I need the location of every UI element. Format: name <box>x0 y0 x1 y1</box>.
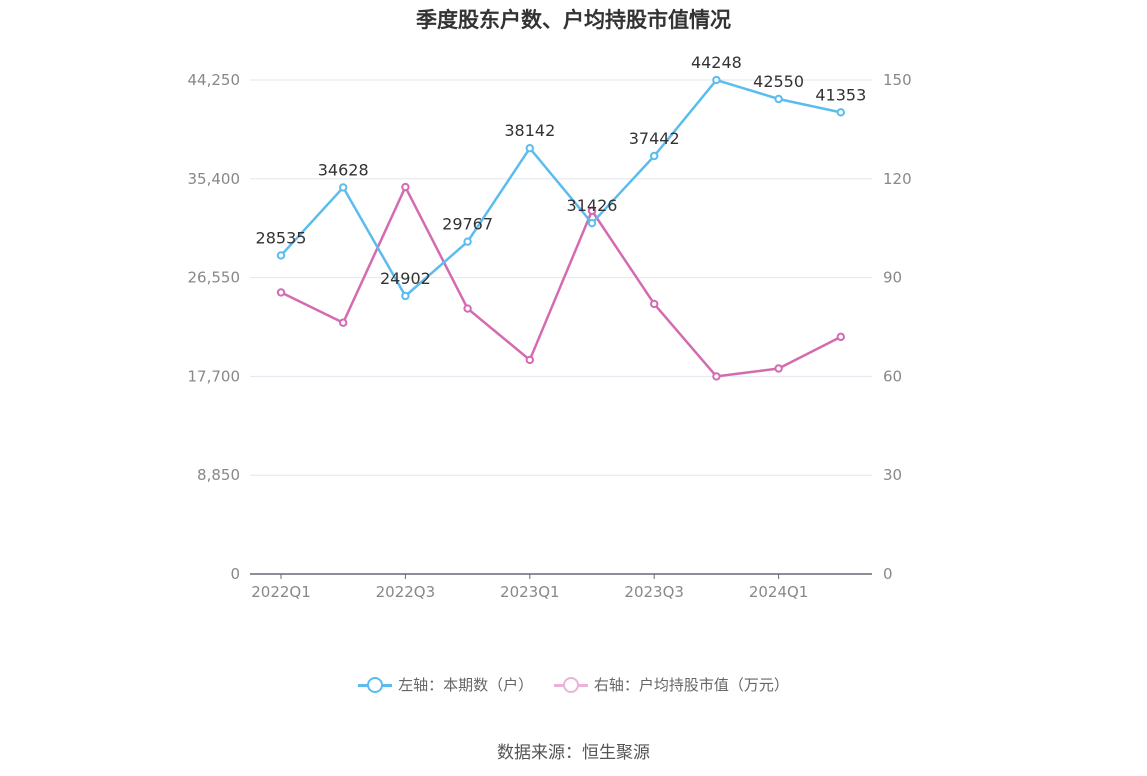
legend-item-right-series[interactable]: 右轴：户均持股市值（万元） <box>553 674 789 695</box>
data-label: 31426 <box>567 196 618 215</box>
data-point-left <box>463 237 472 246</box>
y-right-tick-label: 0 <box>883 565 893 583</box>
legend-item-left-series[interactable]: 左轴：本期数（户） <box>358 674 533 695</box>
x-tick-label: 2022Q1 <box>251 583 311 601</box>
data-point-right <box>401 182 410 192</box>
y-left-tick-label: 17,700 <box>188 367 241 385</box>
x-tick-label: 2023Q1 <box>500 583 560 601</box>
data-point-left <box>525 143 534 153</box>
legend: 左轴：本期数（户） 右轴：户均持股市值（万元） <box>0 674 1147 699</box>
data-point-right <box>836 332 845 342</box>
series-line-right <box>280 185 842 378</box>
y-left-tick-label: 35,400 <box>188 170 241 188</box>
data-label: 28535 <box>256 228 307 247</box>
y-left-tick-label: 44,250 <box>188 71 241 89</box>
data-label: 24902 <box>380 269 431 288</box>
data-label: 44248 <box>691 53 742 72</box>
data-point-right <box>650 299 659 309</box>
y-right-tick-label: 60 <box>883 367 902 385</box>
data-point-right <box>525 355 534 365</box>
data-point-left <box>276 251 286 260</box>
y-left-tick-label: 8,850 <box>197 466 240 484</box>
legend-label-left: 左轴：本期数（户） <box>398 676 534 694</box>
data-label: 41353 <box>815 85 866 104</box>
data-point-right <box>276 288 286 297</box>
data-label: 29767 <box>442 215 493 234</box>
data-point-right <box>339 318 348 327</box>
y-right-tick-label: 150 <box>883 71 912 89</box>
x-tick-label: 2024Q1 <box>749 583 809 601</box>
y-left-tick-label: 0 <box>230 565 240 583</box>
data-label: 37442 <box>629 129 680 148</box>
data-point-right <box>587 206 597 215</box>
data-point-right <box>774 364 783 373</box>
data-point-left <box>339 183 348 192</box>
legend-swatch-right <box>553 675 588 695</box>
chart-title: 季度股东户数、户均持股市值情况 <box>416 8 731 32</box>
legend-swatch-left <box>358 675 393 695</box>
data-label: 38142 <box>504 121 555 140</box>
series-line-left <box>280 78 842 298</box>
data-point-left <box>650 151 659 161</box>
data-point-right <box>463 304 472 313</box>
x-tick-label: 2022Q3 <box>376 583 436 601</box>
legend-label-right: 右轴：户均持股市值（万元） <box>593 676 789 694</box>
data-point-left <box>401 291 410 301</box>
data-source: 数据来源：恒生聚源 <box>497 743 650 763</box>
data-point-left <box>587 218 597 228</box>
y-right-tick-label: 30 <box>883 466 902 484</box>
data-label: 34628 <box>318 160 369 179</box>
y-right-tick-label: 120 <box>883 170 912 188</box>
data-point-left <box>836 108 845 117</box>
y-right-tick-label: 90 <box>883 269 902 287</box>
data-point-left <box>774 94 783 104</box>
data-point-left <box>712 75 721 85</box>
chart-canvas: 0 8,850 17,700 26,550 35,400 44,250 0 30 60 90 120… <box>188 53 912 601</box>
data-label: 42550 <box>753 72 804 91</box>
data-point-right <box>712 372 721 381</box>
x-tick-label: 2023Q3 <box>624 583 684 601</box>
y-left-tick-label: 26,550 <box>188 269 241 287</box>
